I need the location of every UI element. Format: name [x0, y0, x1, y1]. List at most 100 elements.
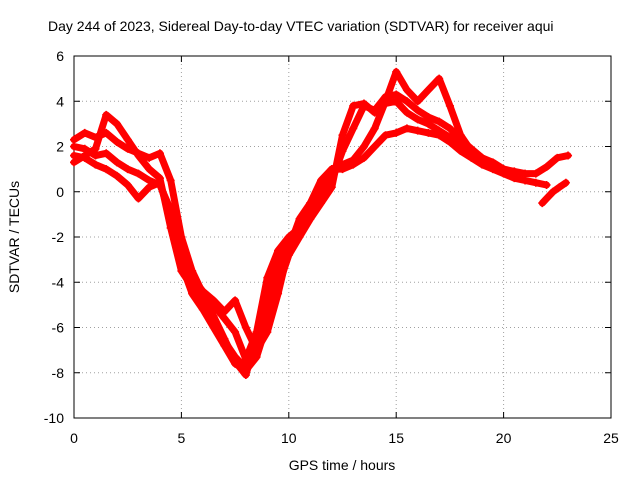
data-point [467, 153, 476, 162]
data-point [402, 97, 411, 106]
data-point [381, 99, 390, 108]
data-point [402, 124, 411, 133]
series-trace [188, 124, 551, 354]
data-point [177, 266, 186, 275]
y-tick-label: 2 [56, 139, 64, 155]
data-point [413, 115, 422, 124]
series-track-1 [70, 67, 573, 380]
data-point [392, 90, 401, 99]
data-point [155, 149, 164, 158]
y-tick-label: -2 [52, 229, 65, 245]
data-point [542, 194, 551, 203]
data-point [188, 273, 197, 282]
data-point [112, 171, 121, 180]
data-point [338, 131, 347, 140]
data-point [555, 183, 564, 192]
data-point [424, 85, 433, 94]
data-point [231, 328, 240, 337]
y-axis-label: SDTVAR / TECUs [6, 181, 22, 293]
data-point [445, 101, 454, 110]
y-tick-label: -8 [52, 365, 65, 381]
data-point [80, 144, 89, 153]
data-point [155, 174, 164, 183]
y-axis-ticks: -10 -8 -6 -4 -2 0 2 4 6 [44, 48, 611, 426]
data-point [134, 151, 143, 160]
data-point [370, 142, 379, 151]
data-point [102, 110, 111, 119]
x-tick-label: 0 [70, 430, 78, 446]
x-tick-label: 10 [281, 430, 297, 446]
data-point [252, 328, 261, 337]
data-point [349, 101, 358, 110]
data-point [424, 113, 433, 122]
data-point [263, 328, 272, 337]
data-point [198, 305, 207, 314]
data-point [359, 153, 368, 162]
gridlines [74, 56, 611, 418]
data-point [70, 142, 78, 151]
data-point [370, 124, 379, 133]
data-point [402, 108, 411, 117]
data-point [542, 162, 551, 171]
data-point [102, 149, 111, 158]
data-point [413, 126, 422, 135]
data-point [91, 160, 100, 169]
data-point [521, 176, 530, 185]
y-tick-label: 6 [56, 48, 64, 64]
data-point [445, 137, 454, 146]
data-point [102, 165, 111, 174]
x-tick-label: 5 [178, 430, 186, 446]
data-point [263, 273, 272, 282]
data-point [112, 119, 121, 128]
data-point [538, 199, 547, 208]
y-tick-label: -10 [44, 410, 64, 426]
data-point [220, 307, 229, 316]
data-point [510, 174, 519, 183]
data-point [381, 131, 390, 140]
data-series [70, 67, 573, 380]
x-tick-label: 15 [388, 430, 404, 446]
data-point [284, 244, 293, 253]
data-point [531, 169, 540, 178]
data-point [445, 124, 454, 133]
data-point [478, 160, 487, 169]
data-point [488, 158, 497, 167]
data-point [220, 341, 229, 350]
data-point [456, 147, 465, 156]
data-point [252, 352, 261, 361]
data-point [145, 153, 154, 162]
data-point [531, 178, 540, 187]
data-point [435, 117, 444, 126]
y-tick-label: 0 [56, 184, 64, 200]
data-point [112, 137, 121, 146]
x-axis-label: GPS time / hours [289, 457, 396, 473]
data-point [370, 108, 379, 117]
data-point [381, 92, 390, 101]
data-point [542, 180, 551, 189]
y-tick-label: -4 [52, 274, 65, 290]
data-point [349, 160, 358, 169]
data-point [123, 165, 132, 174]
data-point [220, 314, 229, 323]
data-point [70, 135, 78, 144]
data-point [488, 165, 497, 174]
data-point [166, 223, 175, 232]
data-point [553, 153, 562, 162]
data-point [241, 355, 250, 364]
data-point [241, 366, 250, 375]
data-point [145, 183, 154, 192]
data-point [424, 128, 433, 137]
series-track-6 [538, 178, 570, 208]
data-point [145, 176, 154, 185]
data-point [274, 246, 283, 255]
data-point [392, 67, 401, 76]
data-point [521, 169, 530, 178]
data-point [209, 323, 218, 332]
data-point [241, 323, 250, 332]
data-point [561, 178, 570, 187]
data-point [327, 165, 336, 174]
data-point [392, 128, 401, 137]
y-tick-label: 4 [56, 93, 64, 109]
data-point [295, 233, 304, 241]
